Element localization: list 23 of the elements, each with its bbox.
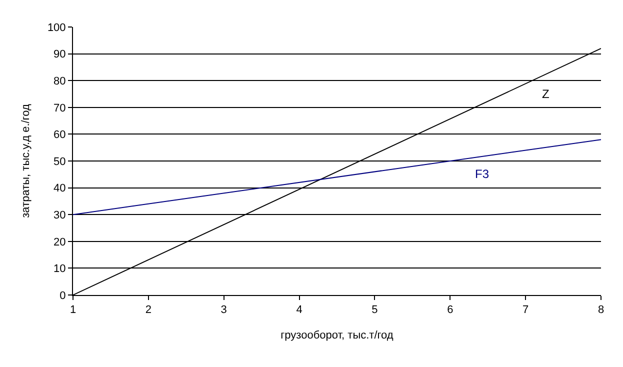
x-tick-label: 5 bbox=[372, 304, 378, 316]
x-axis-title: грузооборот, тыс.т/год bbox=[280, 329, 394, 342]
y-tick-label: 100 bbox=[47, 22, 66, 34]
series-label: Z bbox=[542, 87, 550, 101]
y-tick-label: 40 bbox=[54, 182, 66, 195]
y-tick-label: 60 bbox=[54, 129, 66, 142]
x-tick-label: 7 bbox=[522, 304, 529, 316]
y-axis-title: затраты, тыс.у.д е./год bbox=[20, 104, 32, 218]
x-tick-label: 1 bbox=[70, 304, 76, 316]
y-tick-label: 90 bbox=[54, 48, 66, 61]
x-tick-label: 2 bbox=[145, 304, 152, 316]
x-tick-label: 3 bbox=[220, 304, 227, 316]
y-tick-label: 30 bbox=[54, 209, 66, 222]
x-tick-label: 8 bbox=[598, 304, 604, 316]
y-tick-label: 80 bbox=[54, 75, 66, 88]
y-tick-label: 70 bbox=[54, 102, 66, 114]
y-tick-label: 50 bbox=[54, 156, 66, 168]
y-tick-label: 20 bbox=[54, 236, 66, 248]
x-tick-label: 6 bbox=[447, 304, 454, 316]
series-label: F3 bbox=[475, 167, 490, 181]
y-tick-label: 0 bbox=[60, 290, 66, 302]
x-tick-label: 4 bbox=[296, 304, 302, 316]
y-tick-label: 10 bbox=[54, 263, 66, 276]
